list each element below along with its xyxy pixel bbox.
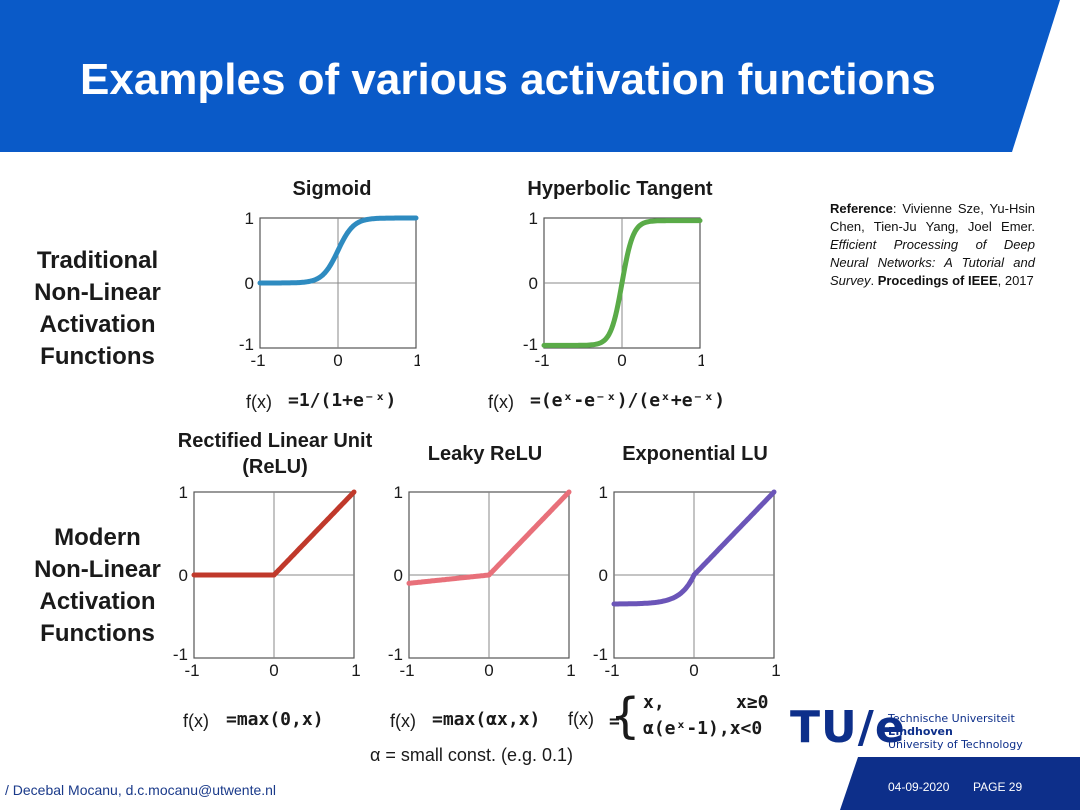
y-tick-label: 0 [179, 566, 188, 585]
series-line [406, 489, 572, 586]
reference-block: Reference: Vivienne Sze, Yu-Hsin Chen, T… [830, 200, 1035, 290]
reference-venue: Procedings of IEEE [877, 273, 998, 288]
row-label-traditional: Traditional Non-Linear Activation Functi… [34, 247, 161, 370]
x-tick-label: 1 [771, 661, 780, 680]
reference-authors: : Vivienne Sze, Yu-Hsin Chen, Tien-Ju Ya… [830, 201, 1035, 234]
fx-label-tanh: f(x) [488, 392, 514, 412]
y-tick-label: 1 [394, 483, 403, 502]
x-tick-label: 1 [697, 351, 704, 368]
y-tick-label: 0 [529, 274, 538, 293]
reference-work: Efficient Processing of Deep Neural Netw… [830, 237, 1035, 288]
y-tick-label: 1 [245, 209, 254, 228]
y-tick-label: -1 [239, 335, 254, 354]
logo-line-3: University of Technology [888, 738, 1023, 751]
fx-label-elu: f(x) [568, 709, 594, 729]
x-tick-label: -1 [399, 661, 414, 680]
fx-label-sigmoid: f(x) [246, 392, 272, 412]
footer-page-number: PAGE 29 [973, 780, 1023, 794]
slide-title: Examples of various activation functions [80, 55, 936, 104]
elu-case-negative: α(eˣ-1),x<0 [643, 718, 763, 739]
logo-line-2: Eindhoven [888, 725, 953, 738]
footer-date: 04-09-2020 [888, 780, 950, 794]
logo-line-1: Technische Universiteit [888, 712, 1015, 725]
formula-elu-equals: = [609, 711, 620, 732]
series-line [257, 215, 419, 286]
series-line [541, 218, 703, 348]
y-tick-label: 1 [599, 483, 608, 502]
x-tick-label: -1 [250, 351, 265, 368]
formula-sigmoid: =1/(1+e⁻ˣ) [288, 390, 397, 411]
y-tick-label: -1 [593, 645, 608, 664]
y-tick-label: -1 [173, 645, 188, 664]
formula-tanh: =(eˣ-e⁻ˣ)/(eˣ+e⁻ˣ) [530, 390, 726, 411]
x-tick-label: 1 [351, 661, 360, 680]
piecewise-brace: { [610, 688, 641, 744]
x-tick-label: -1 [534, 351, 549, 368]
elu-case-positive: x, [643, 692, 665, 713]
chart-title-sigmoid: Sigmoid [292, 178, 372, 200]
plot-relu: 1 0 -1-1 0 1 [173, 483, 361, 680]
x-tick-label: 0 [689, 661, 698, 680]
x-tick-label: -1 [604, 661, 619, 680]
formula-relu: =max(0,x) [226, 709, 324, 730]
x-tick-label: -1 [184, 661, 199, 680]
y-tick-label: -1 [388, 645, 403, 664]
x-tick-label: 0 [333, 351, 342, 368]
x-tick-label: 0 [484, 661, 493, 680]
reference-label: Reference [830, 201, 893, 216]
y-tick-label: 0 [245, 274, 254, 293]
y-tick-label: 0 [599, 566, 608, 585]
x-tick-label: 1 [566, 661, 575, 680]
y-tick-label: -1 [523, 335, 538, 354]
banner-shape [0, 0, 1060, 152]
y-tick-label: 1 [179, 483, 188, 502]
reference-year: , 2017 [997, 273, 1034, 288]
formula-leaky-relu: =max(αx,x) [432, 709, 541, 730]
row-label-modern: Modern Non-Linear Activation Functions [34, 524, 161, 647]
x-tick-label: 0 [269, 661, 278, 680]
series-line [191, 489, 357, 578]
footer-author: / Decebal Mocanu, d.c.mocanu@utwente.nl [5, 782, 277, 798]
y-tick-label: 1 [529, 209, 538, 228]
chart-title-tanh: Hyperbolic Tangent [527, 178, 713, 200]
chart-title-leaky-relu: Leaky ReLU [427, 443, 543, 465]
fx-label-relu: f(x) [183, 711, 209, 731]
plot-leaky-relu: 1 0 -1-1 0 1 [388, 483, 576, 680]
reference-end: . [870, 273, 878, 288]
plot-tanh: 1 0 -1-1 0 1 [523, 209, 704, 368]
fx-label-leaky-relu: f(x) [390, 711, 416, 731]
footer-bar-shape [840, 757, 1080, 810]
tue-logo-text: Technische Universiteit Eindhoven Univer… [888, 712, 1023, 751]
y-tick-label: 0 [394, 566, 403, 585]
alpha-note: α = small const. (e.g. 0.1) [370, 745, 573, 765]
elu-condition-positive: x≥0 [736, 692, 769, 713]
tue-logo: TU/e [790, 702, 906, 753]
series-line [611, 489, 777, 607]
plot-elu: 1 0 -1-1 0 1 [593, 483, 781, 680]
chart-title-elu: Exponential LU [622, 443, 768, 465]
plot-sigmoid: 1 0 -1-1 0 1 [239, 209, 420, 368]
title-banner [0, 0, 1060, 152]
x-tick-label: 1 [413, 351, 420, 368]
x-tick-label: 0 [617, 351, 626, 368]
chart-title-relu: Rectified Linear Unit (ReLU) [177, 430, 373, 478]
